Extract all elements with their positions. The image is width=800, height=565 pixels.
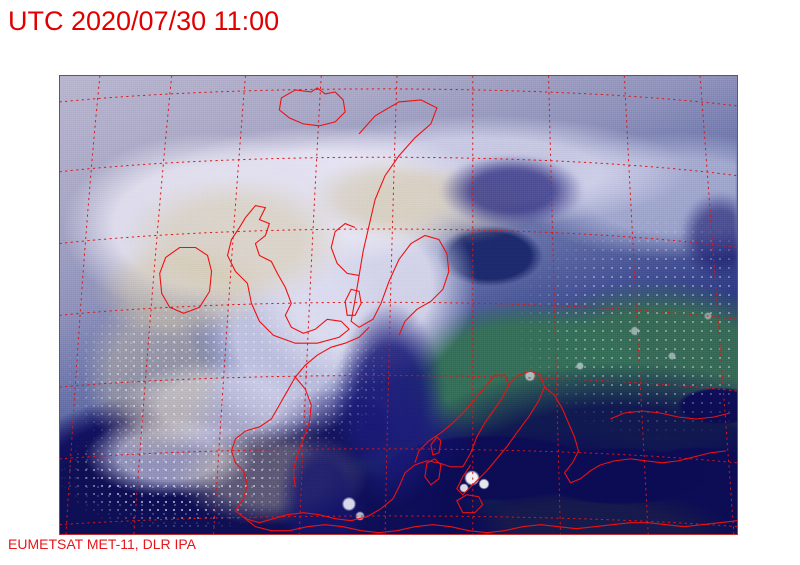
graticule-parallels <box>60 88 737 528</box>
convective-cloud-tops-layer <box>60 76 737 534</box>
image-source-caption: EUMETSAT MET-11, DLR IPA <box>8 536 197 552</box>
graticule-meridians <box>65 76 735 534</box>
satellite-image-frame <box>59 75 738 535</box>
satellite-image <box>60 76 737 534</box>
page-title: UTC 2020/07/30 11:00 <box>8 6 280 36</box>
sensor-noise-layer <box>60 76 737 534</box>
coastlines <box>159 87 737 534</box>
map-overlay-vectors <box>60 76 737 534</box>
